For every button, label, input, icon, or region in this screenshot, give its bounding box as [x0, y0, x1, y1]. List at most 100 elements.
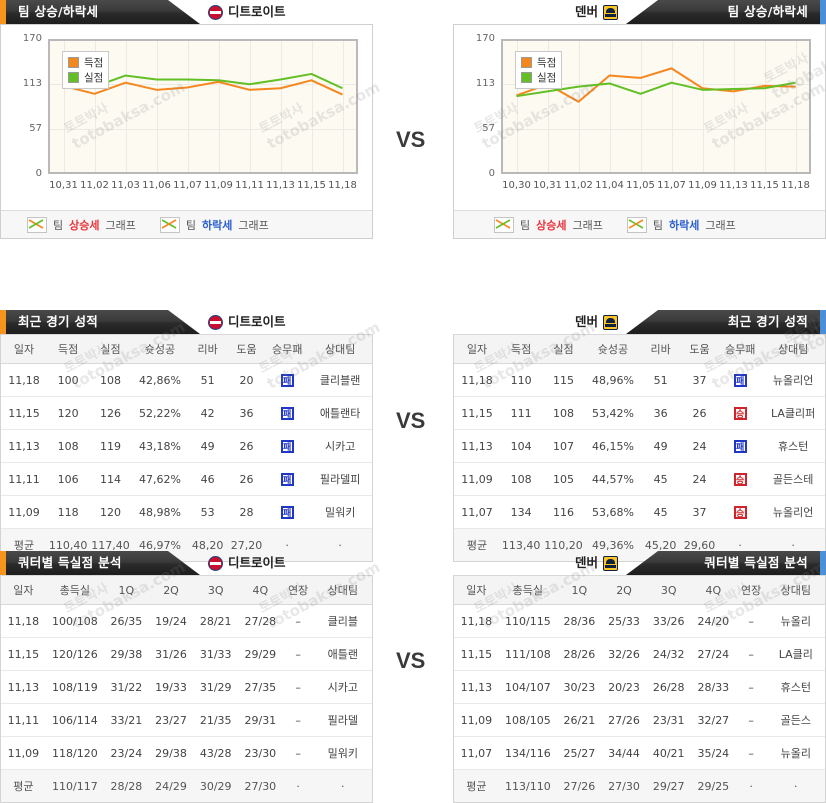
cell-total: 113/110 [498, 769, 558, 802]
table-body: 11,18 110/115 28/36 25/33 33/26 24/20– 뉴올리 11,1… [454, 604, 825, 802]
recent-table-right: 일자 득점 실점 슛성공 리바 도움 승무패 상대팀 11,18 110 115 48,96% 51 3… [454, 334, 825, 561]
grid-line-vertical [702, 41, 704, 172]
cell-reb: 36 [641, 396, 681, 430]
cell-q3: 21/35 [193, 703, 239, 737]
table-row[interactable]: 11,11 106 114 47,62% 46 26 패 필라델피 [1, 462, 372, 496]
column-header: 실점 [542, 334, 585, 364]
table-row[interactable]: 11,13 108/119 31/22 19/33 31/29 27/35– 시카고 [1, 670, 372, 704]
cell-opp_pts: 119 [89, 429, 132, 463]
team-label-left: 디트로이트 [208, 0, 286, 24]
series-line [63, 79, 343, 96]
legend-suffix: 그래프 [105, 218, 136, 232]
cell-reb: 42 [188, 396, 228, 430]
quarter-panel-left: 쿼터별 득실점 분석 디트로이트 일자 총득실 1Q 2Q 3Q 4Q 연장 상대팀 11,1… [0, 551, 373, 803]
legend-suffix: 그래프 [572, 218, 603, 232]
grid-line-vertical [342, 41, 344, 172]
cell-opp_pts: 110,20 [542, 528, 585, 561]
legend-trend-up-left[interactable]: 팀 상승세 그래프 [27, 216, 136, 233]
header-ribbon [626, 310, 826, 334]
header-accent-bar [0, 0, 6, 24]
cell-fg: 42,86% [131, 363, 189, 397]
cell-result: 패 [265, 396, 309, 430]
cell-result: 패 [718, 363, 762, 397]
table-row-average: 평균 110/117 28/28 24/29 30/29 27/30 · · [1, 769, 372, 802]
column-header: 일자 [454, 575, 499, 605]
column-header: 슛성공 [584, 334, 642, 364]
cell-ot: – [282, 670, 314, 704]
table-row[interactable]: 11,09 118/120 23/24 29/38 43/28 23/30– 밀워키 [1, 736, 372, 770]
table-row[interactable]: 11,09 108/105 26/21 27/26 23/31 32/27– 골든스 [454, 703, 825, 737]
cell-ast: 37 [680, 495, 719, 529]
grid-line-vertical [733, 41, 735, 172]
cell-opponent: 밀워키 [308, 495, 372, 529]
x-axis-tick: 11,11 [235, 180, 264, 191]
grid-line-vertical [671, 41, 673, 172]
table-row[interactable]: 11,13 104/107 30/23 20/23 26/28 28/33– 휴스턴 [454, 670, 825, 704]
cell-opp_pts: 108 [542, 396, 585, 430]
recent-header-left: 최근 경기 성적 디트로이트 [0, 310, 373, 334]
table-row[interactable]: 11,11 106/114 33/21 23/27 21/35 29/31– 필라델 [1, 703, 372, 737]
legend-trend-up-right[interactable]: 팀 상승세 그래프 [494, 216, 603, 233]
chart-legend: 득점 실점 [62, 51, 110, 89]
grid-line-vertical [94, 41, 96, 172]
header-ribbon [0, 310, 200, 334]
legend-row: 실점 [68, 70, 103, 85]
cell-q3: 29/27 [646, 769, 692, 802]
cell-q3: 30/29 [193, 769, 239, 802]
x-axis-tick: 11,05 [626, 180, 655, 191]
status-badge-win: 승 [733, 505, 747, 519]
cell-pts: 104 [499, 429, 543, 463]
y-axis-tick: 170 [22, 33, 42, 44]
cell-q1: 25/27 [557, 736, 602, 770]
cell-date: 평균 [454, 528, 500, 561]
trend-chart-right: 0 57 113 170 10,30 10,31 11,02 11,04 11,05 11,07 1… [454, 25, 825, 210]
column-header: 도움 [680, 334, 719, 364]
quarter-table-wrap-right: 일자 총득실 1Q 2Q 3Q 4Q 연장 상대팀 11,18 110/115 28/36 25/3… [453, 575, 826, 803]
cell-result: 패 [265, 363, 309, 397]
cell-opponent: · [766, 769, 825, 802]
cell-q3: 33/26 [646, 604, 692, 638]
cell-fg: 49,36% [584, 528, 642, 561]
column-header: 총득실 [45, 575, 105, 605]
cell-q4: 27/35 [238, 670, 283, 704]
table-row[interactable]: 11,15 111 108 53,42% 36 26 승 LA클리퍼 [454, 396, 825, 430]
cell-ot: – [282, 736, 314, 770]
table-row[interactable]: 11,13 108 119 43,18% 49 26 패 시카고 [1, 429, 372, 463]
table-row[interactable]: 11,18 110/115 28/36 25/33 33/26 24/20– 뉴올리 [454, 604, 825, 638]
cell-q2: 27/30 [601, 769, 647, 802]
series-line [516, 81, 796, 98]
cell-opp_pts: 126 [89, 396, 132, 430]
cell-date: 11,09 [454, 703, 499, 737]
x-axis-tick: 11,15 [297, 180, 326, 191]
cell-q3: 40/21 [646, 736, 692, 770]
header-accent-bar [820, 551, 826, 575]
table-row[interactable]: 11,09 118 120 48,98% 53 28 패 밀워키 [1, 495, 372, 529]
legend-trend-down-left[interactable]: 팀 하락세 그래프 [159, 216, 269, 233]
table-row[interactable]: 11,13 104 107 46,15% 49 24 패 휴스턴 [454, 429, 825, 463]
recent-title-left: 최근 경기 성적 [18, 314, 99, 329]
table-row[interactable]: 11,07 134 116 53,68% 45 37 승 뉴올리언 [454, 495, 825, 529]
table-row[interactable]: 11,15 120 126 52,22% 42 36 패 애틀랜타 [1, 396, 372, 430]
table-row[interactable]: 11,15 111/108 28/26 32/26 24/32 27/24– LA클리 [454, 637, 825, 671]
legend-swatch [68, 72, 79, 83]
legend-trend-down-right[interactable]: 팀 하락세 그래프 [626, 216, 736, 233]
cell-q4: 23/30 [238, 736, 283, 770]
legend-swatch [521, 57, 532, 68]
cell-result: 패 [265, 429, 309, 463]
table-row[interactable]: 11,15 120/126 29/38 31/26 31/33 29/29– 애틀랜 [1, 637, 372, 671]
cell-fg: 48,96% [584, 363, 642, 397]
cell-opponent: 클리블랜 [308, 363, 372, 397]
grid-line-horizontal [50, 128, 356, 130]
grid-line-vertical [764, 41, 766, 172]
table-row[interactable]: 11,07 134/116 25/27 34/44 40/21 35/24– 뉴올리 [454, 736, 825, 770]
trend-panel-right: 팀 상승/하락세 덴버 0 57 113 170 10,30 10,31 11,02 11,0… [453, 0, 826, 239]
table-row[interactable]: 11,18 100/108 26/35 19/24 28/21 27/28– 클리블 [1, 604, 372, 638]
table-row[interactable]: 11,18 110 115 48,96% 51 37 패 뉴올리언 [454, 363, 825, 397]
cell-result: · [265, 528, 309, 561]
legend-swatch [68, 57, 79, 68]
table-row[interactable]: 11,18 100 108 42,86% 51 20 패 클리블랜 [1, 363, 372, 397]
cell-ast: 28 [227, 495, 266, 529]
cell-q3: 31/29 [193, 670, 239, 704]
table-row[interactable]: 11,09 108 105 44,57% 45 24 승 골든스테 [454, 462, 825, 496]
grid-line-vertical [795, 41, 797, 172]
